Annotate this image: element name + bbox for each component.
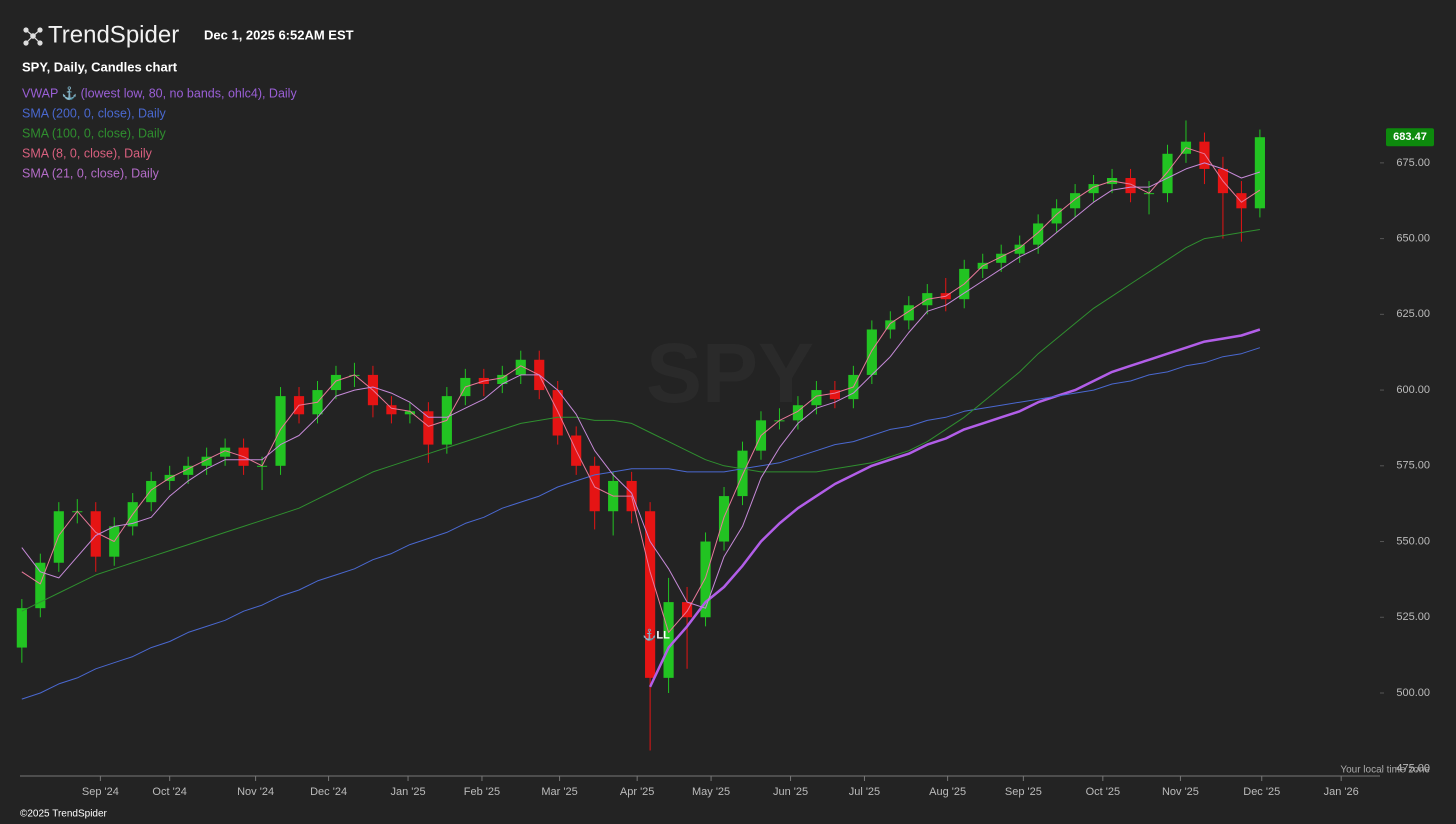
candle-body: [737, 450, 748, 497]
x-tick-label: Mar '25: [541, 786, 577, 798]
candle-body: [681, 602, 693, 618]
x-tick-label: Jun '25: [773, 786, 808, 798]
legend-entry: VWAP ⚓ (lowest low, 80, no bands, ohlc4)…: [22, 85, 297, 100]
candle-body: [645, 511, 656, 678]
candle-body: [497, 374, 508, 385]
indicator-line: [21, 147, 1261, 633]
x-tick-label: May '25: [692, 786, 730, 798]
candle-body: [201, 456, 212, 466]
y-tick-label: 625.00: [1396, 308, 1430, 320]
indicator-line: [21, 229, 1260, 612]
timestamp: Dec 1, 2025 6:52AM EST: [204, 27, 354, 42]
indicator-line: [21, 162, 1261, 609]
y-tick-label: 550.00: [1396, 535, 1430, 547]
watermark: SPY: [646, 326, 814, 420]
candle-body: [90, 511, 101, 557]
candle-body: [220, 447, 231, 457]
candle-body: [35, 562, 46, 609]
x-tick-label: Feb '25: [464, 786, 500, 798]
candle-body: [589, 465, 600, 512]
candle-body: [996, 253, 1007, 263]
y-tick-label: 525.00: [1396, 611, 1430, 623]
candle-body: [1014, 244, 1025, 254]
candle-body: [811, 390, 822, 406]
candle-body: [1254, 137, 1265, 209]
candle-body: [146, 480, 157, 503]
x-tick-label: Nov '24: [237, 786, 274, 798]
x-tick-label: Jan '26: [1324, 786, 1359, 798]
annotation: ⚓LL: [643, 628, 670, 641]
legend-entry: SMA (21, 0, close), Daily: [22, 166, 160, 180]
candle-body: [330, 374, 342, 391]
candle-body: [183, 465, 194, 475]
candle-body: [552, 390, 563, 436]
candle-body: [1162, 153, 1173, 194]
candle-body: [792, 405, 804, 421]
last-price-tag: [1386, 128, 1434, 147]
candle-body: [1199, 141, 1210, 169]
candle-body: [663, 602, 674, 678]
logo-text: TrendSpider: [48, 21, 179, 48]
y-tick-label: 600.00: [1396, 384, 1430, 396]
x-tick-label: Oct '25: [1086, 786, 1121, 798]
candle-body: [1070, 193, 1081, 209]
candle-body: [386, 405, 397, 415]
candle-body: [903, 305, 914, 321]
candle-body: [423, 411, 434, 445]
x-tick-label: Dec '24: [310, 786, 347, 798]
candle-body: [275, 396, 286, 466]
candle-body: [1033, 223, 1044, 245]
x-tick-label: Oct '24: [152, 786, 187, 798]
candle-body: [404, 411, 415, 415]
candle-body: [515, 359, 526, 375]
y-tick-label: 675.00: [1396, 157, 1430, 169]
indicator-line: [21, 347, 1261, 700]
y-tick-label: 650.00: [1396, 233, 1430, 245]
legend-entry: SMA (100, 0, close), Daily: [22, 126, 167, 140]
legend-entry: SMA (8, 0, close), Daily: [22, 146, 153, 160]
last-price-label: 683.47: [1393, 131, 1427, 143]
y-tick-label: 475.00: [1396, 763, 1430, 775]
indicator-line: [648, 328, 1261, 688]
x-tick-label: Sep '25: [1005, 786, 1042, 798]
copyright: ©2025 TrendSpider: [20, 809, 108, 820]
x-tick-label: Nov '25: [1162, 786, 1199, 798]
y-tick-label: 500.00: [1396, 687, 1430, 699]
x-tick-label: Aug '25: [929, 786, 966, 798]
candle-body: [1236, 193, 1247, 209]
y-tick-label: 575.00: [1396, 460, 1430, 472]
x-tick-label: Apr '25: [620, 786, 655, 798]
candle-body: [1088, 184, 1099, 194]
candle-body: [53, 511, 64, 563]
candle-body: [885, 320, 896, 330]
x-tick-label: Jan '25: [390, 786, 425, 798]
candle-body: [16, 608, 27, 648]
candle-body: [1125, 178, 1136, 194]
candle-body: [829, 390, 840, 400]
x-tick-label: Dec '25: [1243, 786, 1280, 798]
candle-body: [866, 329, 877, 375]
legend-entry: SMA (200, 0, close), Daily: [22, 106, 167, 120]
candle-body: [1051, 208, 1062, 224]
candle-body: [700, 541, 711, 618]
x-tick-label: Jul '25: [849, 786, 880, 798]
x-tick-label: Sep '24: [82, 786, 119, 798]
chart-title: SPY, Daily, Candles chart: [22, 59, 178, 74]
logo-icon: [23, 27, 43, 46]
timezone-note: Your local time zone: [1340, 765, 1430, 776]
